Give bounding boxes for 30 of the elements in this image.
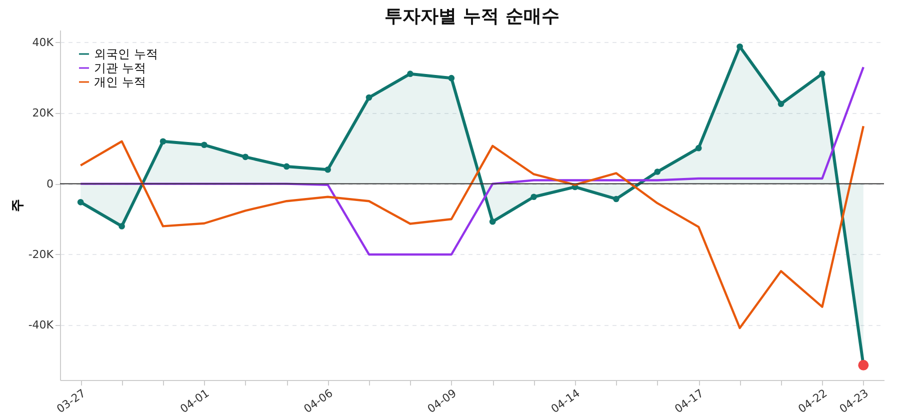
point <box>118 223 125 230</box>
point <box>695 144 702 152</box>
point <box>489 218 496 225</box>
point <box>407 70 414 77</box>
legend-label: 개인 누적 <box>94 75 146 89</box>
point <box>324 166 331 173</box>
point <box>819 70 826 77</box>
point <box>736 43 743 50</box>
point <box>530 194 537 200</box>
point <box>613 196 620 202</box>
point <box>160 138 166 145</box>
y-tick-label: -40K <box>28 318 54 332</box>
point <box>858 360 869 370</box>
point <box>77 199 84 206</box>
y-tick-label: 0 <box>46 177 54 190</box>
point <box>778 100 784 108</box>
point <box>201 142 208 148</box>
point <box>242 154 249 160</box>
chart-title: 투자자별 누적 순매수 <box>384 6 560 27</box>
point <box>283 163 290 170</box>
point <box>366 94 372 101</box>
legend-label: 기관 누적 <box>94 61 146 75</box>
y-tick-label: 40K <box>32 36 54 49</box>
line-series <box>80 125 864 330</box>
y-tick-label: 20K <box>32 106 54 120</box>
point <box>448 74 455 82</box>
point <box>654 168 661 175</box>
y-axis-title: 주 <box>10 199 26 212</box>
legend-label: 외국인 누적 <box>94 47 158 61</box>
y-tick-label: -20K <box>28 248 54 261</box>
